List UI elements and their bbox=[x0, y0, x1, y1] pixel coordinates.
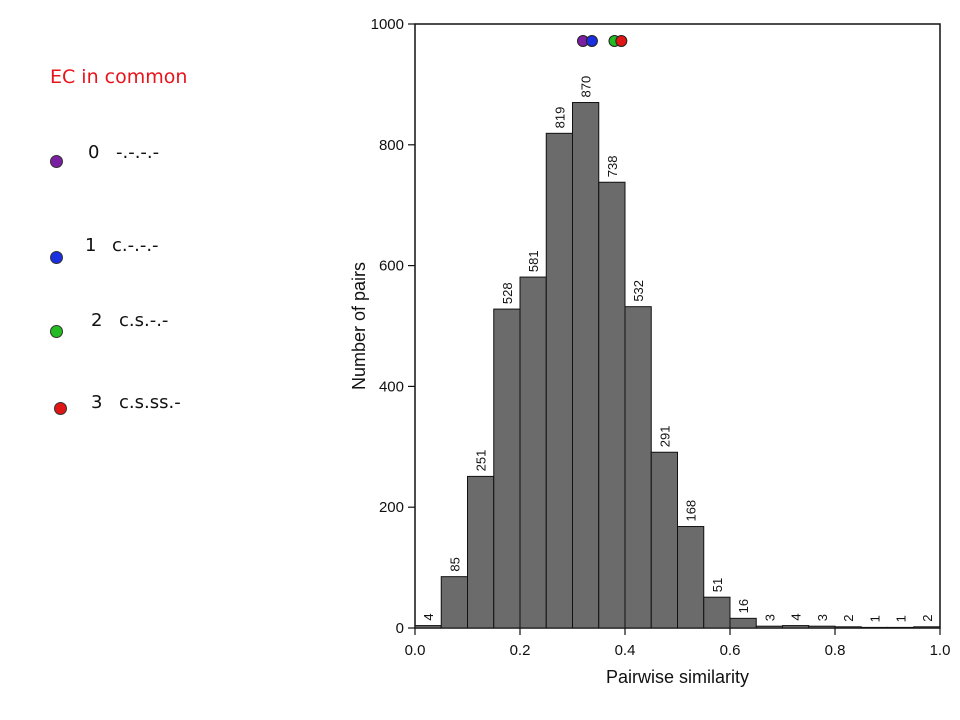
histogram-bar bbox=[755, 625, 783, 629]
bar-value-label: 528 bbox=[500, 282, 515, 304]
histogram-bar bbox=[729, 617, 757, 629]
bar-value-label: 819 bbox=[552, 107, 567, 129]
bar-value-label: 2 bbox=[841, 615, 856, 622]
legend-title: EC in common bbox=[50, 66, 188, 88]
blue-dot-icon bbox=[50, 251, 63, 264]
x-tick-label: 0.8 bbox=[825, 642, 846, 659]
legend-item-label: c.-.-.- bbox=[112, 235, 159, 256]
bar-value-label: 4 bbox=[421, 613, 436, 620]
histogram-bar bbox=[545, 132, 573, 629]
legend-panel: EC in common 0 -.-.-.- 1 c.-.-.- 2 c.s.-… bbox=[0, 0, 330, 460]
histogram-bar bbox=[572, 102, 600, 629]
bar-value-label: 168 bbox=[684, 500, 699, 522]
histogram-bar bbox=[493, 308, 521, 629]
marker-dot-1 bbox=[585, 35, 598, 47]
bar-value-label: 16 bbox=[736, 599, 751, 613]
legend-item-label: c.s.ss.- bbox=[119, 392, 181, 413]
histogram-bar bbox=[598, 181, 626, 629]
legend-item-label: -.-.-.- bbox=[116, 142, 160, 163]
y-tick-label: 200 bbox=[379, 499, 404, 516]
legend-item-num: 1 bbox=[85, 235, 97, 256]
x-tick-label: 0.0 bbox=[405, 642, 426, 659]
histogram-bar bbox=[624, 306, 652, 629]
y-tick-label: 400 bbox=[379, 378, 404, 395]
bar-value-label: 4 bbox=[789, 613, 804, 620]
purple-dot-icon bbox=[50, 155, 63, 168]
red-dot-icon bbox=[54, 402, 67, 415]
histogram-bar bbox=[834, 626, 862, 629]
histogram-bar bbox=[703, 596, 731, 629]
x-tick-label: 1.0 bbox=[930, 642, 950, 659]
histogram-bar bbox=[677, 526, 705, 629]
bar-value-label: 1 bbox=[867, 615, 882, 622]
bar-value-label: 251 bbox=[474, 450, 489, 472]
legend-item-num: 2 bbox=[91, 310, 103, 331]
legend-item-2: 2 c.s.-.- bbox=[50, 310, 250, 338]
legend-item-num: 3 bbox=[91, 392, 103, 413]
histogram-bar bbox=[519, 276, 547, 629]
histogram-bar bbox=[650, 451, 678, 629]
y-tick-label: 600 bbox=[379, 258, 404, 275]
histogram-bar bbox=[860, 626, 888, 629]
green-dot-icon bbox=[50, 325, 63, 338]
histogram-bar bbox=[782, 625, 810, 629]
bar-value-label: 3 bbox=[815, 614, 830, 621]
histogram-bar bbox=[808, 625, 836, 629]
bar-value-label: 85 bbox=[447, 557, 462, 571]
legend-item-num: 0 bbox=[88, 142, 100, 163]
y-tick-label: 0 bbox=[396, 620, 404, 637]
y-tick-label: 800 bbox=[379, 137, 404, 154]
bar-value-label: 581 bbox=[526, 250, 541, 272]
legend-item-3: 3 c.s.ss.- bbox=[50, 392, 250, 416]
histogram-bar bbox=[913, 626, 941, 629]
histogram-chart: 4 85 251 528 581 819 870 738 532 291 168 51 16 3 4 3 2 1 1… bbox=[349, 16, 950, 687]
bar-value-label: 738 bbox=[605, 156, 620, 178]
histogram-bar bbox=[414, 625, 442, 629]
marker-dot-3 bbox=[615, 35, 628, 47]
bar-value-label: 51 bbox=[710, 578, 725, 592]
y-axis-label: Number of pairs bbox=[349, 262, 369, 390]
histogram-bar bbox=[887, 626, 915, 629]
bar-value-label: 1 bbox=[894, 615, 909, 622]
x-tick-label: 0.6 bbox=[720, 642, 741, 659]
x-axis-label: Pairwise similarity bbox=[606, 667, 749, 687]
legend-item-1: 1 c.-.-.- bbox=[50, 235, 250, 264]
bar-value-label: 3 bbox=[762, 614, 777, 621]
histogram-bar bbox=[467, 475, 495, 629]
bar-value-label: 870 bbox=[579, 76, 594, 98]
bar-value-label: 2 bbox=[920, 615, 935, 622]
bar-value-label: 291 bbox=[657, 426, 672, 448]
bar-value-label: 532 bbox=[631, 280, 646, 302]
legend-item-label: c.s.-.- bbox=[119, 310, 169, 331]
histogram-bar bbox=[440, 576, 468, 629]
x-tick-label: 0.2 bbox=[510, 642, 531, 659]
x-tick-label: 0.4 bbox=[615, 642, 636, 659]
y-tick-label: 1000 bbox=[371, 16, 404, 33]
legend-item-0: 0 -.-.-.- bbox=[50, 142, 250, 168]
